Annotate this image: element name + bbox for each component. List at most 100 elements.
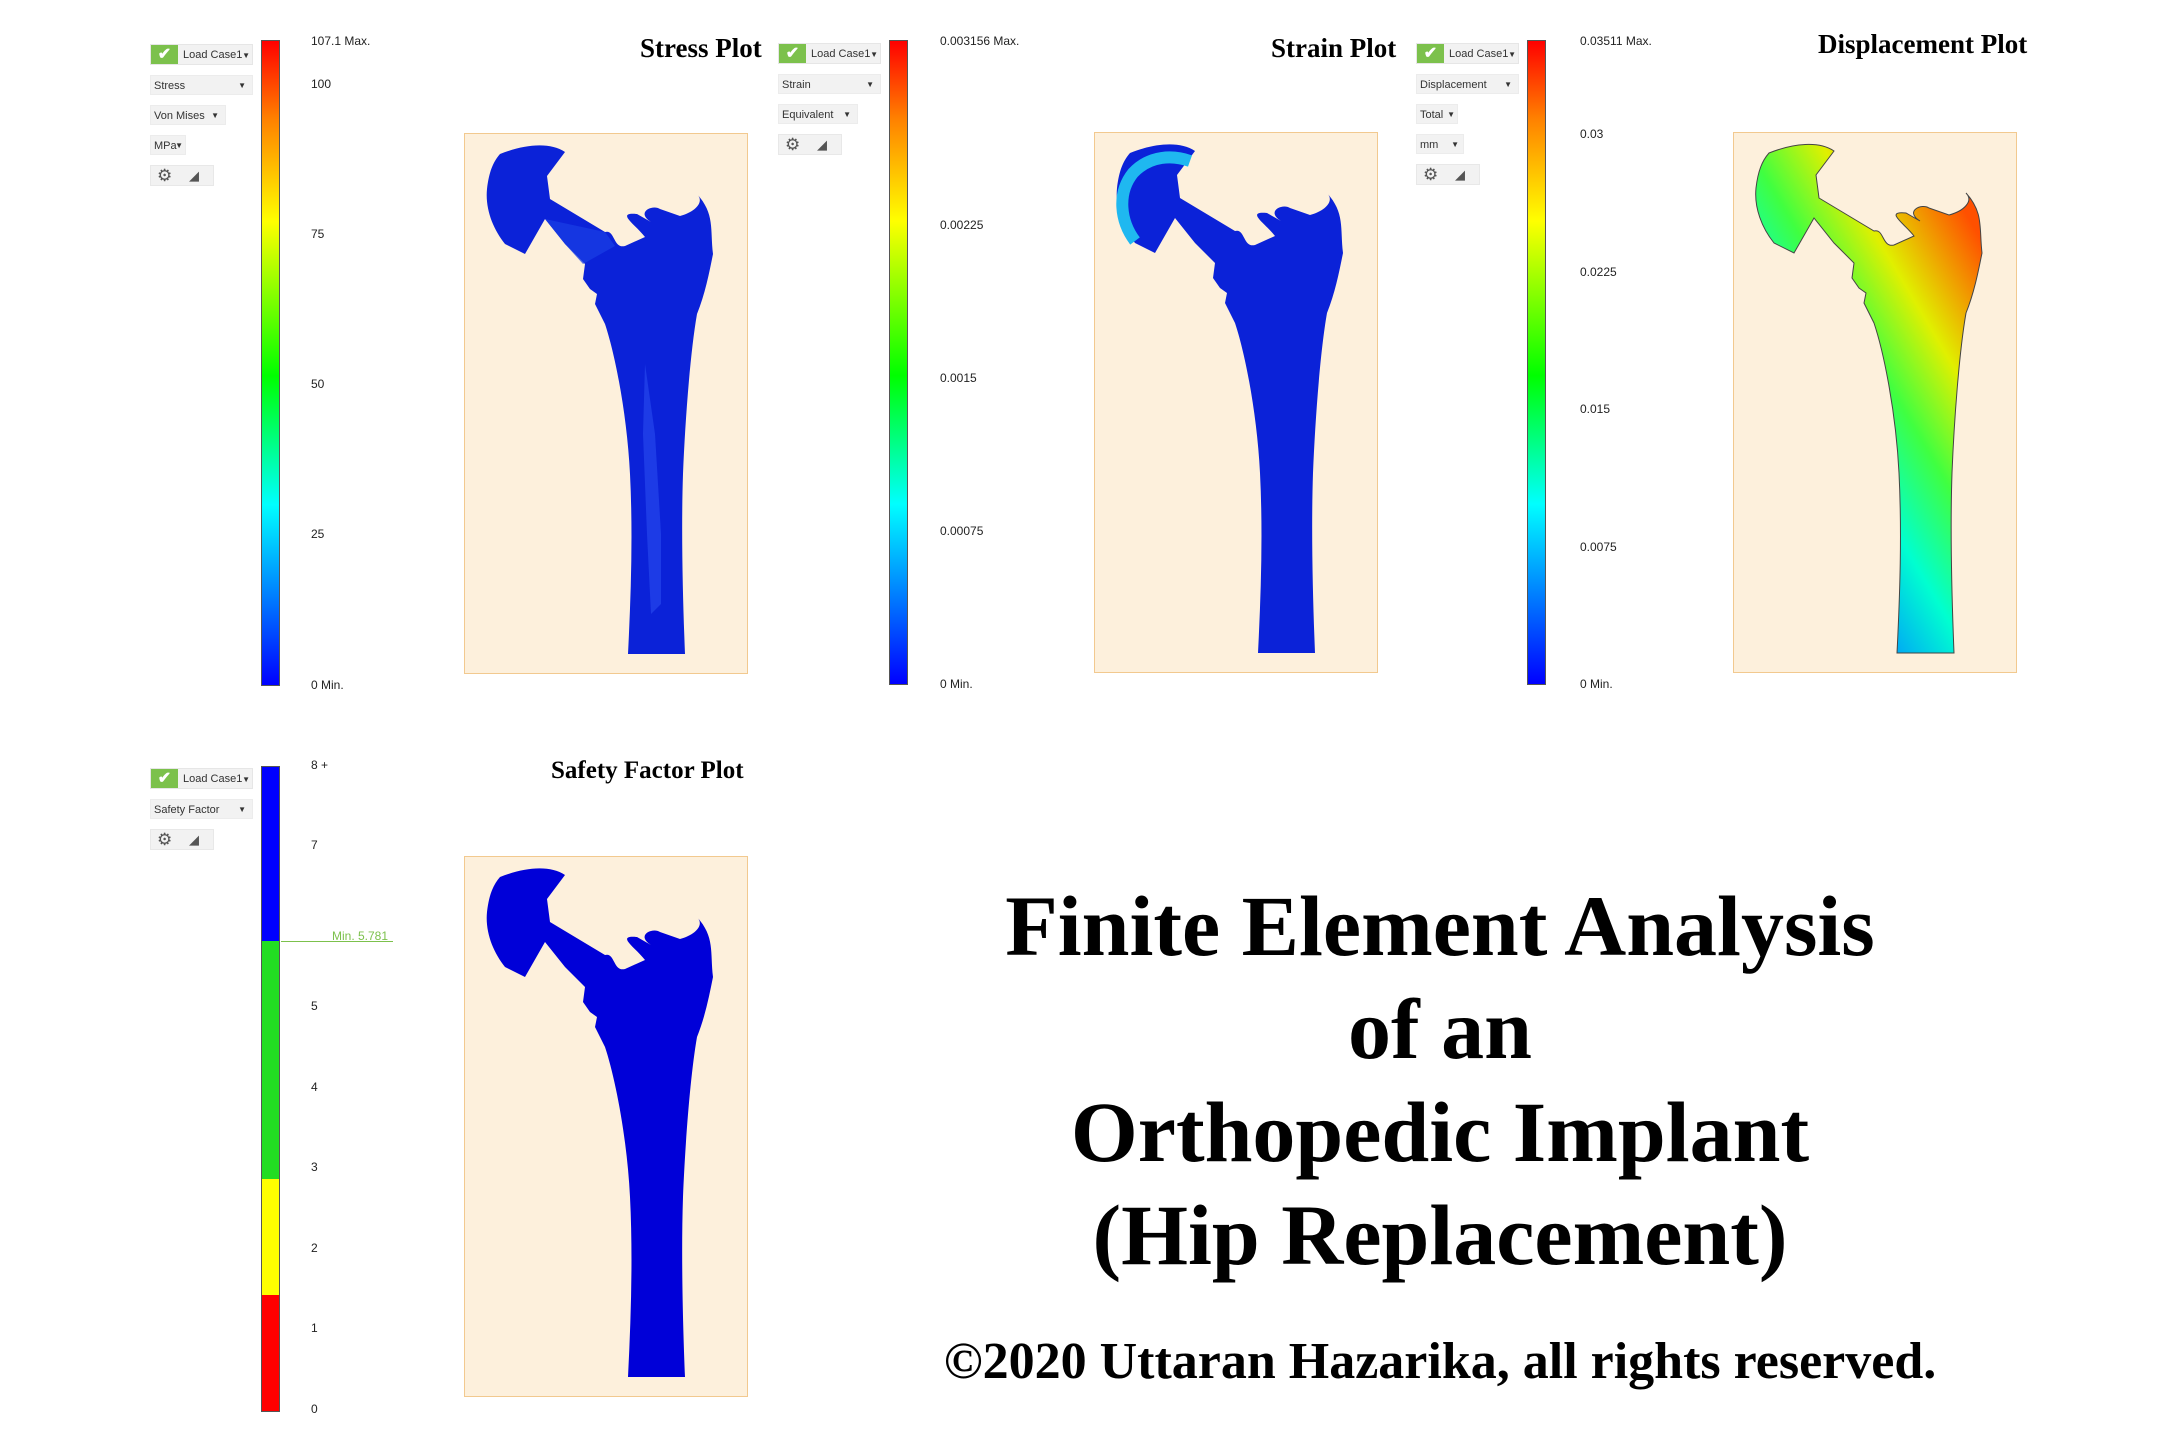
legend-tools: ⚙ ◢ (1416, 164, 1480, 185)
triangle-icon[interactable]: ◢ (817, 137, 827, 152)
sub-type-label: Equivalent (782, 109, 834, 121)
result-type-dropdown[interactable]: Strain ▼ (778, 74, 881, 94)
legend-max-label: 0.03511 Max. (1580, 34, 1652, 48)
dropdown-arrow-icon: ▼ (1447, 110, 1455, 119)
min-marker-line (281, 941, 393, 942)
sub-type-dropdown[interactable]: Equivalent ▼ (778, 104, 858, 124)
headline-line-3: Orthopedic Implant (1070, 1084, 1810, 1180)
implant-view (1094, 132, 1378, 673)
result-type-label: Stress (154, 80, 186, 92)
sub-type-dropdown[interactable]: Von Mises ▼ (150, 105, 226, 125)
legend-tick: 0.00075 (940, 524, 984, 538)
load-case-dropdown[interactable]: ✔ Load Case1 ▼ (1416, 43, 1519, 64)
legend-tick: 0.0075 (1580, 540, 1617, 554)
safety-color-bar (261, 766, 280, 1412)
check-icon[interactable]: ✔ (151, 45, 178, 64)
legend-max-label: 107.1 Max. (311, 34, 371, 48)
check-icon[interactable]: ✔ (779, 44, 806, 63)
dropdown-arrow-icon: ▼ (175, 141, 183, 150)
dropdown-arrow-icon: ▼ (866, 80, 874, 89)
result-type-label: Strain (782, 79, 811, 91)
load-case-label: Load Case1 (183, 773, 243, 785)
legend-tick: 3 (311, 1160, 318, 1174)
legend-tick: 0.00225 (940, 218, 984, 232)
sub-type-label: Total (1420, 109, 1444, 121)
stress-color-bar (261, 40, 280, 686)
legend-tick: 0.015 (1580, 402, 1611, 416)
legend-tick: 0.0015 (940, 371, 977, 385)
result-type-dropdown[interactable]: Displacement ▼ (1416, 74, 1519, 94)
dropdown-arrow-icon: ▼ (238, 81, 246, 90)
legend-tick: 75 (311, 227, 325, 241)
legend-tools: ⚙ ◢ (150, 165, 214, 186)
result-type-label: Safety Factor (154, 804, 220, 816)
legend-tools: ⚙ ◢ (150, 829, 214, 850)
implant-shape (486, 868, 713, 1377)
legend-tick: 2 (311, 1241, 318, 1255)
legend-tick: 0.0225 (1580, 265, 1617, 279)
result-type-dropdown[interactable]: Safety Factor ▼ (150, 799, 253, 819)
dropdown-arrow-icon: ▼ (1504, 80, 1512, 89)
implant-shape (1116, 144, 1343, 654)
headline-line-2: of an (1348, 981, 1532, 1077)
gear-icon[interactable]: ⚙ (157, 166, 173, 185)
unit-dropdown[interactable]: MPa ▼ (150, 135, 186, 155)
legend-tick: 0.03 (1580, 127, 1604, 141)
triangle-icon[interactable]: ◢ (189, 168, 199, 183)
triangle-icon[interactable]: ◢ (189, 832, 199, 847)
gear-icon[interactable]: ⚙ (157, 830, 173, 849)
dropdown-arrow-icon: ▼ (870, 50, 878, 59)
unit-label: MPa (154, 140, 177, 152)
unit-label: mm (1420, 139, 1439, 151)
load-case-dropdown[interactable]: ✔ Load Case1 ▼ (150, 44, 253, 65)
legend-tick: 4 (311, 1080, 318, 1094)
implant-view (1733, 132, 2017, 673)
legend-tick: 25 (311, 527, 325, 541)
load-case-label: Load Case1 (1449, 48, 1509, 60)
strain-color-bar (889, 40, 908, 685)
legend-min-label: 0 Min. (311, 678, 344, 692)
legend-tick: 0 (311, 1402, 318, 1416)
legend-tick: 50 (311, 377, 325, 391)
dropdown-arrow-icon: ▼ (242, 775, 250, 784)
load-case-dropdown[interactable]: ✔ Load Case1 ▼ (778, 43, 881, 64)
headline-line-4: (Hip Replacement) (1092, 1187, 1788, 1283)
gear-icon[interactable]: ⚙ (785, 135, 801, 154)
panel-title: Stress Plot (640, 33, 762, 63)
dropdown-arrow-icon: ▼ (1451, 140, 1459, 149)
panel-title: Strain Plot (1271, 33, 1397, 63)
legend-tick: 5 (311, 999, 318, 1013)
triangle-icon[interactable]: ◢ (1455, 167, 1465, 182)
legend-tools: ⚙ ◢ (778, 134, 842, 155)
dropdown-arrow-icon: ▼ (242, 51, 250, 60)
legend-min-label: 0 Min. (1580, 677, 1613, 691)
result-type-label: Displacement (1420, 79, 1487, 91)
load-case-label: Load Case1 (183, 49, 243, 61)
legend-tick: 7 (311, 838, 318, 852)
load-case-dropdown[interactable]: ✔ Load Case1 ▼ (150, 768, 253, 789)
implant-shape (1755, 143, 1983, 654)
implant-view (464, 133, 748, 674)
legend-tick: 1 (311, 1321, 318, 1335)
load-case-label: Load Case1 (811, 48, 871, 60)
min-marker-label: Min. 5.781 (332, 929, 389, 943)
legend-tick: 8 + (311, 758, 329, 772)
copyright-notice: ©2020 Uttaran Hazarika, all rights reser… (943, 1333, 1937, 1390)
panel-title: Safety Factor Plot (551, 757, 744, 784)
dropdown-arrow-icon: ▼ (211, 111, 219, 120)
legend-tick: 100 (311, 77, 332, 91)
unit-dropdown[interactable]: mm ▼ (1416, 134, 1464, 154)
check-icon[interactable]: ✔ (1417, 44, 1444, 63)
implant-view (464, 856, 748, 1397)
dropdown-arrow-icon: ▼ (238, 805, 246, 814)
result-type-dropdown[interactable]: Stress ▼ (150, 75, 253, 95)
sub-type-dropdown[interactable]: Total ▼ (1416, 104, 1458, 124)
displacement-color-bar (1527, 40, 1546, 685)
gear-icon[interactable]: ⚙ (1423, 165, 1439, 184)
legend-min-label: 0 Min. (940, 677, 973, 691)
dropdown-arrow-icon: ▼ (843, 110, 851, 119)
check-icon[interactable]: ✔ (151, 769, 178, 788)
headline-line-1: Finite Element Analysis (1005, 878, 1875, 974)
sub-type-label: Von Mises (154, 110, 205, 122)
implant-shape (486, 145, 713, 655)
